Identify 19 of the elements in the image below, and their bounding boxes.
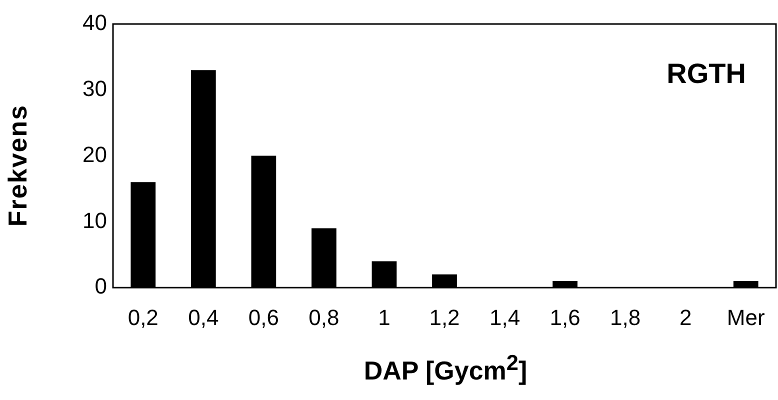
y-tick-label: 10 bbox=[82, 208, 107, 233]
y-axis-title: Frekvens bbox=[2, 103, 34, 229]
y-tick-label: 40 bbox=[82, 10, 107, 36]
x-tick-label: 0,6 bbox=[248, 304, 279, 330]
y-tick-label: 30 bbox=[82, 76, 107, 101]
x-tick-label: 1,2 bbox=[429, 304, 460, 330]
annotation: RGTH bbox=[666, 58, 746, 90]
x-axis-title: DAP [Gycm$^{2}$] bbox=[362, 350, 528, 387]
x-tick-label: 2 bbox=[679, 304, 692, 330]
y-tick-label: 20 bbox=[82, 142, 107, 167]
y-tick-label: 0 bbox=[94, 274, 107, 299]
x-tick-label: 1,4 bbox=[489, 304, 520, 330]
x-tick-label: 1,6 bbox=[550, 304, 580, 330]
x-tick-label: 0,2 bbox=[128, 304, 158, 330]
x-tick-label: 1,8 bbox=[610, 304, 641, 330]
x-tick-label: 1 bbox=[378, 304, 390, 330]
x-tick-label: Mer bbox=[726, 304, 765, 330]
x-tick-label: 0,4 bbox=[188, 304, 219, 330]
x-tick-label: 0,8 bbox=[308, 304, 340, 330]
